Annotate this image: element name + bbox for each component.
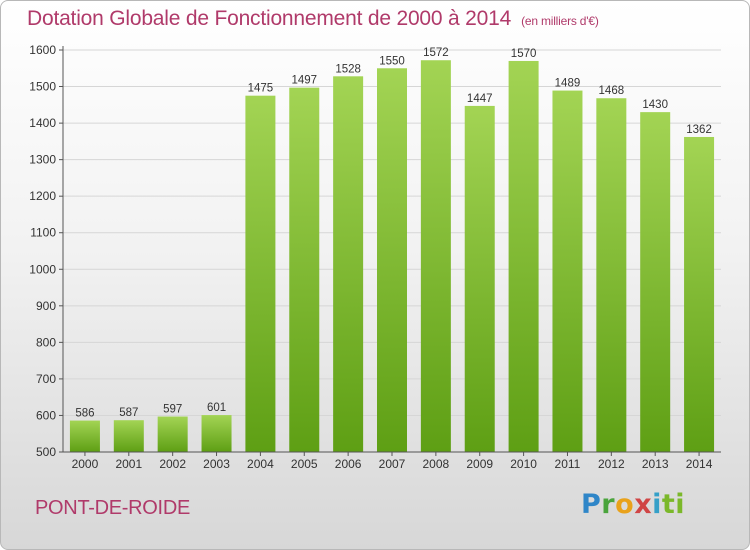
bar [245, 95, 276, 452]
bar [508, 60, 539, 453]
bar [69, 420, 100, 452]
y-tick-label: 600 [36, 408, 56, 422]
bar [596, 98, 627, 453]
data-label: 1430 [642, 99, 668, 111]
x-tick-label: 2008 [423, 457, 450, 471]
bar [333, 76, 364, 452]
y-tick-label: 1600 [29, 43, 56, 57]
data-label: 1489 [555, 78, 581, 90]
bar [464, 105, 495, 452]
x-tick-label: 2002 [159, 457, 186, 471]
bar [640, 112, 671, 453]
y-tick-label: 1400 [29, 116, 56, 130]
bar [157, 416, 188, 452]
x-tick-label: 2003 [203, 457, 230, 471]
bar [420, 60, 451, 452]
data-label: 1570 [511, 48, 537, 60]
x-tick-label: 2000 [72, 457, 99, 471]
bar [377, 68, 407, 452]
chart-title-text: Dotation Globale de Fonctionnement de 20… [27, 7, 512, 30]
bar [289, 87, 320, 452]
x-tick-label: 2007 [379, 457, 406, 471]
x-tick-label: 2005 [291, 457, 318, 471]
data-label: 587 [119, 407, 138, 419]
chart-title: Dotation Globale de Fonctionnement de 20… [27, 7, 599, 31]
data-label: 1550 [379, 55, 405, 67]
commune-name: PONT-DE-ROIDE [35, 497, 190, 519]
proxiti-logo: Proxiti [581, 489, 686, 520]
data-label: 601 [207, 402, 226, 414]
x-tick-label: 2004 [247, 457, 274, 471]
data-label: 1572 [423, 47, 449, 59]
x-tick-label: 2011 [555, 457, 581, 471]
x-tick-label: 2013 [642, 457, 669, 471]
data-label: 1447 [467, 93, 493, 105]
y-tick-label: 1200 [29, 189, 56, 203]
x-tick-label: 2012 [598, 457, 625, 471]
bar [201, 415, 232, 452]
data-label: 597 [163, 404, 182, 416]
labels: 500 600 700 800 900 1000 1100 1200 1300 1400 1500 1… [29, 43, 712, 471]
x-tick-label: 2014 [686, 457, 713, 471]
chart-unit: (en milliers d'€) [521, 14, 599, 28]
data-label: 1497 [291, 75, 317, 87]
y-tick-label: 800 [36, 335, 56, 349]
data-label: 1528 [335, 63, 361, 75]
axes [59, 46, 721, 456]
bar [552, 90, 583, 452]
y-tick-label: 700 [36, 372, 56, 386]
x-tick-label: 2010 [510, 457, 537, 471]
x-tick-label: 2006 [335, 457, 362, 471]
y-tick-label: 1500 [29, 80, 56, 94]
bar [684, 136, 715, 452]
y-tick-label: 1000 [29, 262, 56, 276]
x-tick-label: 2009 [466, 457, 493, 471]
y-tick-label: 1300 [29, 153, 56, 167]
x-tick-label: 2001 [115, 457, 142, 471]
data-label: 1362 [686, 124, 712, 136]
y-tick-label: 500 [36, 445, 56, 459]
y-tick-label: 900 [36, 299, 56, 313]
bar [113, 420, 144, 452]
data-label: 1468 [599, 85, 625, 97]
data-label: 586 [75, 408, 94, 420]
bars [69, 60, 715, 453]
data-label: 1475 [248, 83, 274, 95]
y-tick-label: 1100 [30, 226, 56, 240]
